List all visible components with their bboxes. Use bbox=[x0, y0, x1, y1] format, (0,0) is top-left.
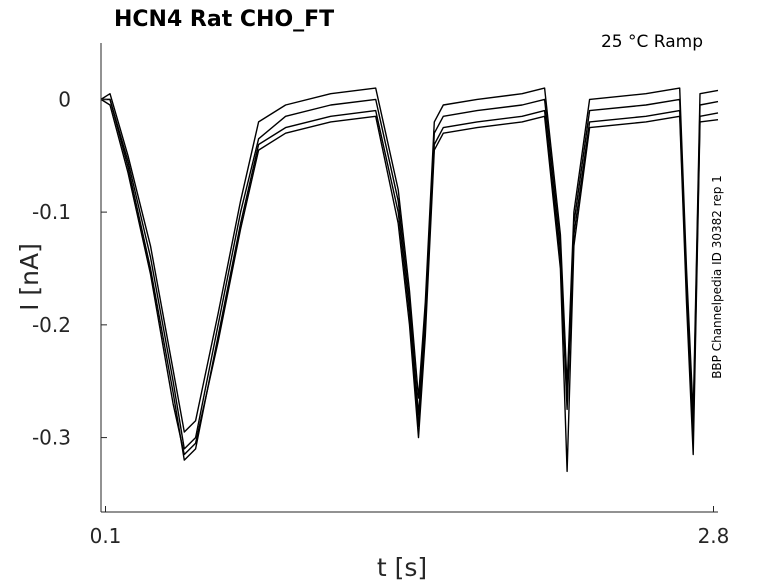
x-axis-label: t [s] bbox=[377, 553, 427, 582]
y-axis-label: I [nA] bbox=[15, 243, 44, 311]
y-tick-label: -0.2 bbox=[32, 313, 71, 337]
trace-1 bbox=[100, 87, 719, 433]
y-tick-label: 0 bbox=[58, 87, 71, 111]
side-label: BBP Channelpedia ID 30382 rep 1 bbox=[710, 175, 724, 379]
trace-3 bbox=[101, 98, 719, 461]
y-tick-label: -0.3 bbox=[32, 426, 71, 450]
x-tick-label: 0.1 bbox=[90, 524, 122, 548]
chart-title: HCN4 Rat CHO_FT bbox=[114, 7, 334, 32]
trace-2 bbox=[101, 98, 719, 450]
plot-area bbox=[100, 87, 719, 473]
y-tick-label: -0.1 bbox=[32, 200, 71, 224]
trace-4 bbox=[100, 98, 719, 473]
condition-label: 25 °C Ramp bbox=[601, 32, 703, 52]
axes bbox=[100, 43, 718, 513]
x-tick-label: 2.8 bbox=[698, 524, 730, 548]
ticks: 0.1 2.8 0 -0.1 -0.2 -0.3 bbox=[32, 87, 729, 548]
